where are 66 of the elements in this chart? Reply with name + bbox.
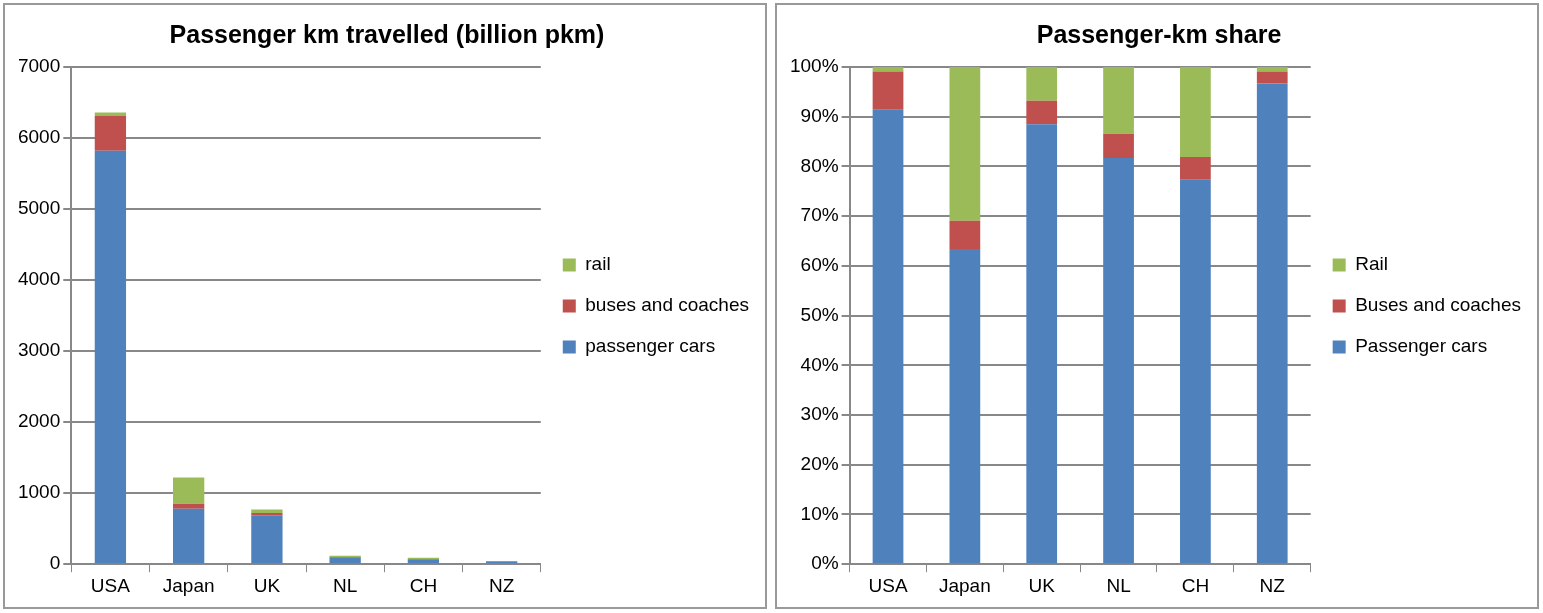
bar [1026, 100, 1058, 125]
y-tick-label: 20% [800, 452, 839, 474]
x-tick-label: UK [253, 574, 281, 596]
bar [872, 71, 904, 110]
x-tick-label: CH [1181, 574, 1210, 596]
chart-title: Passenger-km share [1036, 19, 1282, 48]
chart-title: Passenger km travelled (billion pkm) [169, 19, 605, 48]
bar [949, 220, 981, 249]
bar [1026, 124, 1058, 564]
y-tick-label: 6000 [17, 126, 61, 148]
legend-label: buses and coaches [585, 294, 750, 316]
x-tick-label: CH [409, 574, 438, 596]
y-tick-label: 100% [789, 55, 839, 77]
legend-label: Passenger cars [1355, 335, 1488, 357]
y-tick-label: 7000 [17, 55, 61, 77]
x-tick-label: UK [1028, 574, 1056, 596]
y-tick-label: 2000 [17, 410, 61, 432]
y-tick-label: 30% [800, 403, 839, 425]
bar [1103, 133, 1134, 158]
y-tick-label: 3000 [17, 339, 61, 361]
bar [949, 67, 981, 221]
x-tick-label: NZ [1259, 574, 1286, 596]
bar [407, 559, 440, 564]
bar [329, 557, 361, 564]
bar [1256, 67, 1288, 72]
y-tick-label: 40% [800, 353, 839, 375]
y-tick-label: 0% [811, 552, 839, 574]
x-tick-label: NL [1106, 574, 1131, 596]
bar [251, 513, 283, 516]
legend-label: Buses and coaches [1355, 294, 1522, 316]
bar [1180, 156, 1211, 180]
bar [172, 477, 205, 504]
x-tick-label: NL [333, 574, 358, 596]
x-tick-label: Japan [938, 574, 991, 596]
y-tick-label: 5000 [17, 197, 61, 219]
y-tick-label: 1000 [17, 481, 61, 503]
y-tick-label: 60% [800, 254, 839, 276]
y-tick-label: 90% [800, 104, 839, 126]
y-tick-label: 50% [800, 303, 839, 325]
y-tick-label: 10% [800, 502, 839, 524]
y-tick-label: 0 [49, 552, 61, 574]
bar [172, 508, 205, 564]
x-tick-label: Japan [162, 574, 215, 596]
bar [94, 112, 127, 117]
bar [1103, 157, 1134, 564]
bar [872, 109, 904, 564]
bar [1256, 71, 1288, 84]
y-tick-label: 80% [800, 154, 839, 176]
bar [1103, 67, 1134, 134]
bar [1026, 67, 1058, 101]
legend-label: Rail [1355, 253, 1388, 275]
bar [251, 515, 283, 564]
bar [949, 248, 981, 564]
bar [94, 150, 127, 564]
x-tick-label: USA [90, 574, 131, 596]
bar [1256, 83, 1288, 564]
bar [1180, 67, 1211, 157]
y-tick-label: 70% [800, 204, 839, 226]
bar [94, 116, 127, 151]
y-tick-label: 4000 [17, 268, 61, 290]
x-tick-label: NZ [488, 574, 515, 596]
bar [172, 503, 205, 509]
legend-label: rail [585, 253, 611, 275]
legend-label: passenger cars [585, 335, 716, 357]
x-tick-label: USA [868, 574, 908, 596]
bar [1180, 179, 1211, 564]
